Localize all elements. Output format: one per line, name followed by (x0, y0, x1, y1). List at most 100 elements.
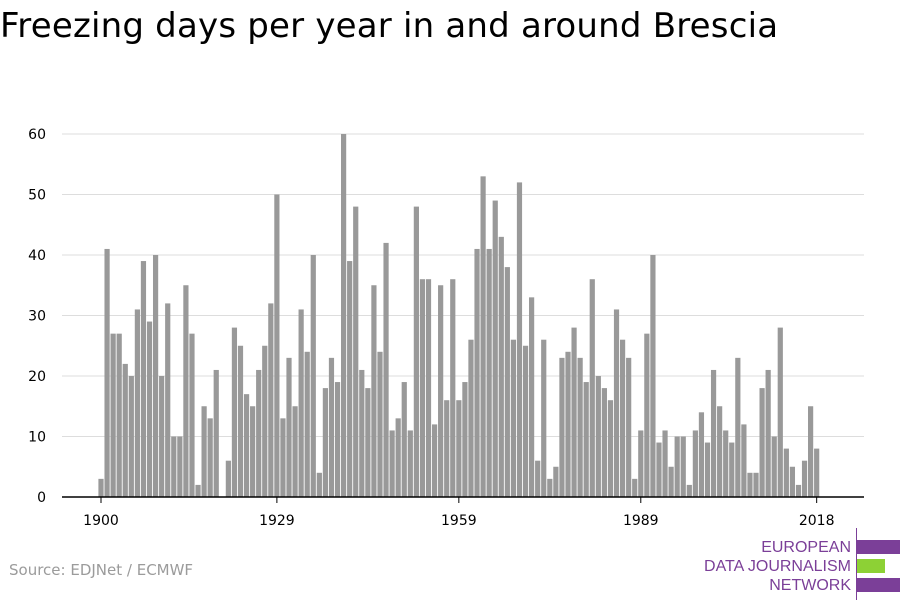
bar-1988: 1988: 3 (632, 478, 638, 497)
logo-text: EUROPEAN DATA JOURNALISM NETWORK (704, 538, 851, 595)
bar-1966: 1966: 43 (498, 236, 504, 497)
bar-1947: 1947: 42 (383, 242, 389, 497)
bar-1952: 1952: 48 (413, 206, 419, 497)
bar-1953: 1953: 36 (419, 279, 426, 497)
bar-1994: 1994: 5 (668, 466, 674, 497)
bar-1948: 1948: 11 (389, 430, 395, 497)
bar-1911: 1911: 32 (165, 303, 171, 497)
bar-1973: 1973: 26 (541, 339, 547, 497)
bar-2001: 2001: 21 (710, 369, 717, 497)
bar-2000: 2000: 9 (704, 442, 711, 497)
bar-1938: 1938: 23 (328, 357, 335, 497)
bar-1912: 1912: 10 (171, 436, 177, 497)
bar-2018: 2018: 8 (814, 448, 820, 497)
source-note: Source: EDJNet / ECMWF (9, 561, 194, 579)
bar-1907: 1907: 39 (140, 261, 147, 497)
bar-1917: 1917: 15 (201, 406, 207, 497)
bar-1986: 1986: 26 (619, 339, 626, 497)
bar-1910: 1910: 20 (159, 376, 165, 497)
bar-1906: 1906: 31 (134, 309, 140, 497)
bar-1962: 1962: 41 (474, 248, 480, 497)
bar-1963: 1963: 53 (480, 176, 486, 497)
bar-2010: 2010: 21 (765, 369, 771, 497)
bar-1924: 1924: 17 (243, 394, 250, 497)
bar-2013: 2013: 8 (783, 448, 789, 497)
bar-1972: 1972: 6 (535, 460, 541, 497)
bar-1984: 1984: 16 (607, 400, 614, 497)
bar-1937: 1937: 18 (322, 388, 328, 497)
logo-line-1: EUROPEAN (761, 539, 851, 556)
bar-1909: 1909: 40 (152, 255, 159, 497)
bar-1934: 1934: 24 (304, 351, 310, 497)
bar-1974: 1974: 3 (547, 478, 553, 497)
bar-1931: 1931: 23 (286, 357, 292, 497)
bar-1943: 1943: 21 (359, 369, 365, 497)
bar-1903: 1903: 27 (116, 333, 122, 497)
bar-1968: 1968: 26 (510, 339, 517, 497)
bar-1990: 1990: 27 (644, 333, 650, 497)
bar-1961: 1961: 26 (468, 339, 474, 497)
bar-1996: 1996: 10 (680, 436, 686, 497)
bar-1991: 1991: 40 (650, 255, 656, 497)
logo-line-2: DATA JOURNALISM (704, 558, 851, 575)
bar-1982: 1982: 20 (595, 376, 601, 497)
logo-bar-green (857, 559, 885, 573)
bar-1918: 1918: 13 (207, 418, 213, 497)
logo-line-3: NETWORK (769, 577, 851, 594)
bar-1998: 1998: 11 (692, 430, 698, 497)
bar-1957: 1957: 16 (444, 400, 450, 497)
bar-1979: 1979: 23 (577, 357, 583, 497)
x-tick-label: 1900 (83, 513, 119, 529)
bar-1956: 1956: 35 (438, 285, 444, 497)
bar-1967: 1967: 38 (504, 267, 510, 497)
bar-1932: 1932: 15 (292, 406, 298, 497)
bar-1989: 1989: 11 (638, 430, 644, 497)
x-tick-label: 1959 (441, 513, 477, 529)
bar-1949: 1949: 13 (395, 418, 401, 497)
x-axis-labels: 1900 1929 1959 1989 2018 (83, 513, 834, 529)
bar-1965: 1965: 49 (492, 200, 498, 498)
y-tick-label: 20 (28, 369, 46, 385)
bar-1950: 1950: 19 (401, 382, 407, 497)
bar-2007: 2007: 4 (747, 472, 753, 497)
bar-2012: 2012: 28 (777, 327, 783, 497)
x-axis (62, 496, 864, 503)
bar-2003: 2003: 11 (723, 430, 729, 497)
bar-1945: 1945: 35 (371, 285, 377, 497)
bar-1901: 1901: 41 (104, 248, 110, 497)
y-tick-label: 60 (28, 127, 46, 143)
bar-1964: 1964: 41 (486, 248, 492, 497)
logo-divider (856, 528, 857, 600)
bar-1960: 1960: 19 (462, 382, 468, 497)
bar-1951: 1951: 11 (407, 430, 413, 497)
bar-1922: 1922: 28 (231, 327, 238, 497)
y-tick-label: 50 (28, 188, 46, 204)
bar-1902: 1902: 27 (110, 333, 116, 497)
bar-1978: 1978: 28 (571, 327, 577, 497)
x-tick-label: 1929 (259, 513, 295, 529)
bar-1941: 1941: 39 (347, 261, 353, 497)
bar-2005: 2005: 23 (735, 357, 741, 497)
bar-1959: 1959: 16 (456, 400, 462, 497)
bar-1992: 1992: 9 (656, 442, 662, 497)
bar-2015: 2015: 2 (795, 484, 802, 497)
bar-1944: 1944: 18 (365, 388, 371, 497)
bar-1936: 1936: 4 (316, 472, 322, 497)
bar-2006: 2006: 12 (741, 424, 747, 497)
y-tick-label: 10 (28, 430, 46, 446)
bar-1985: 1985: 31 (613, 309, 620, 497)
bar-1958: 1958: 36 (450, 279, 456, 497)
bar-1919: 1919: 21 (213, 369, 219, 497)
bar-1914: 1914: 35 (183, 285, 189, 497)
bar-1939: 1939: 19 (334, 382, 341, 497)
bar-1927: 1927: 25 (262, 345, 268, 497)
chart-title: Freezing days per year in and around Bre… (0, 6, 779, 46)
y-tick-label: 40 (28, 248, 46, 264)
bar-2008: 2008: 4 (753, 472, 759, 497)
bar-1970: 1970: 25 (522, 345, 529, 497)
y-tick-label: 0 (37, 490, 46, 506)
bar-2002: 2002: 15 (717, 406, 723, 497)
bar-1987: 1987: 23 (626, 357, 632, 497)
bar-1926: 1926: 21 (256, 369, 262, 497)
